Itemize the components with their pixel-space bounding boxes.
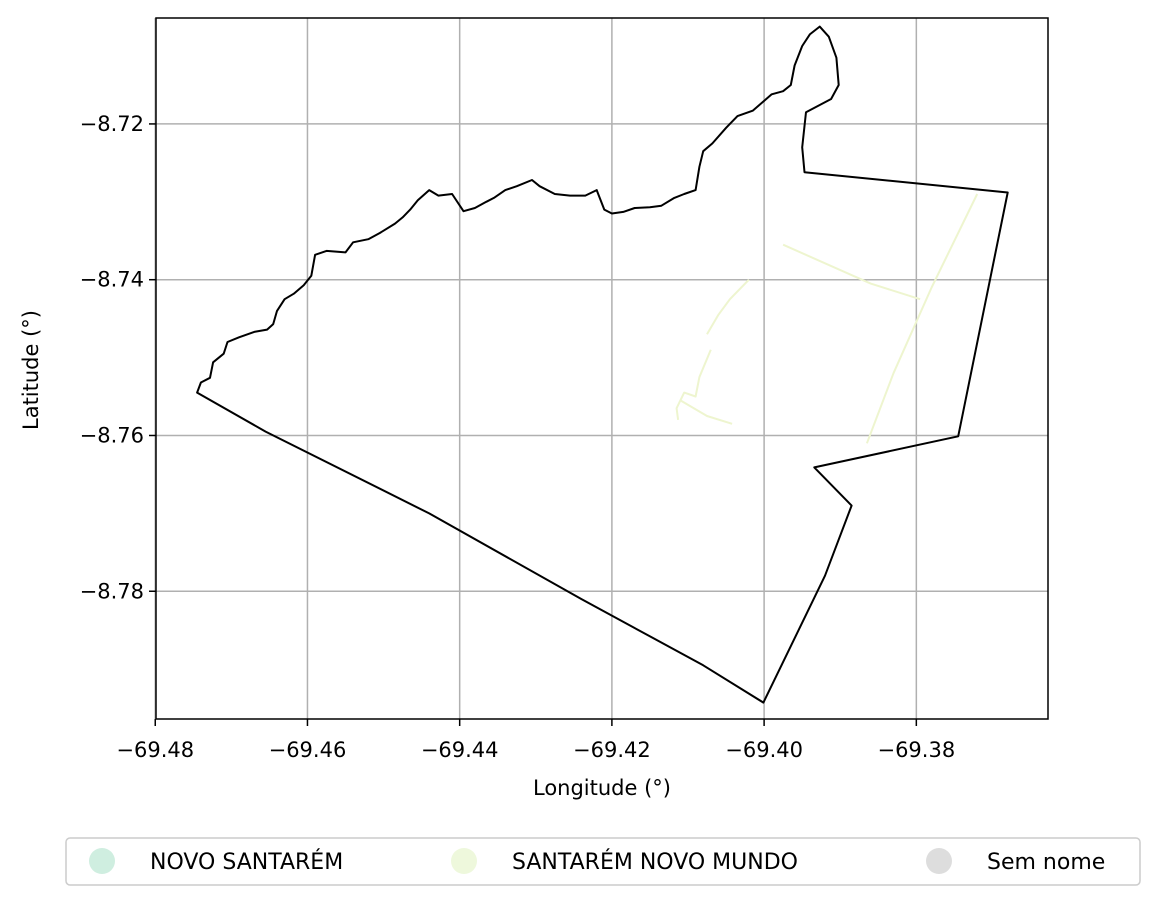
road-segment: [865, 193, 979, 444]
legend-item-novo-santarem: NOVO SANTARÉM: [89, 848, 343, 875]
road-segment: [782, 243, 921, 301]
legend-label: Sem nome: [987, 850, 1105, 875]
grid-lines: [154, 18, 1048, 719]
y-axis-label: Latitude (°): [19, 310, 43, 430]
neighborhood-boundary: [196, 25, 1009, 704]
road-lines: [675, 193, 979, 444]
x-tick-label: −69.48: [116, 738, 194, 762]
x-tick-label: −69.38: [877, 738, 955, 762]
x-tick-label: −69.42: [573, 738, 651, 762]
x-axis-label: Longitude (°): [533, 776, 671, 800]
boundary-polygon: [196, 25, 1009, 704]
y-axis-ticks: −8.72 −8.74 −8.76 −8.78: [80, 112, 156, 603]
x-tick-label: −69.40: [725, 738, 803, 762]
road-segment: [675, 349, 712, 421]
road-segment: [679, 399, 733, 425]
legend-label: SANTARÉM NOVO MUNDO: [512, 849, 798, 875]
x-tick-label: −69.44: [421, 738, 499, 762]
y-tick-label: −8.76: [80, 423, 144, 447]
x-tick-label: −69.46: [269, 738, 347, 762]
legend-item-sem-nome: Sem nome: [926, 848, 1105, 875]
y-tick-label: −8.72: [80, 112, 144, 136]
legend-marker: [926, 848, 952, 874]
legend-item-santarem-novo-mundo: SANTARÉM NOVO MUNDO: [451, 848, 798, 875]
legend-marker: [89, 848, 115, 874]
legend-frame: [65, 837, 1141, 886]
legend: NOVO SANTARÉM SANTARÉM NOVO MUNDO Sem no…: [65, 837, 1141, 886]
plot-frame: [155, 17, 1049, 720]
legend-label: NOVO SANTARÉM: [150, 849, 343, 875]
legend-marker: [451, 848, 477, 874]
y-tick-label: −8.74: [80, 268, 144, 292]
road-segment: [706, 279, 750, 335]
x-axis-ticks: −69.48 −69.46 −69.44 −69.42 −69.40 −69.38: [116, 719, 955, 762]
y-tick-label: −8.78: [80, 579, 144, 603]
